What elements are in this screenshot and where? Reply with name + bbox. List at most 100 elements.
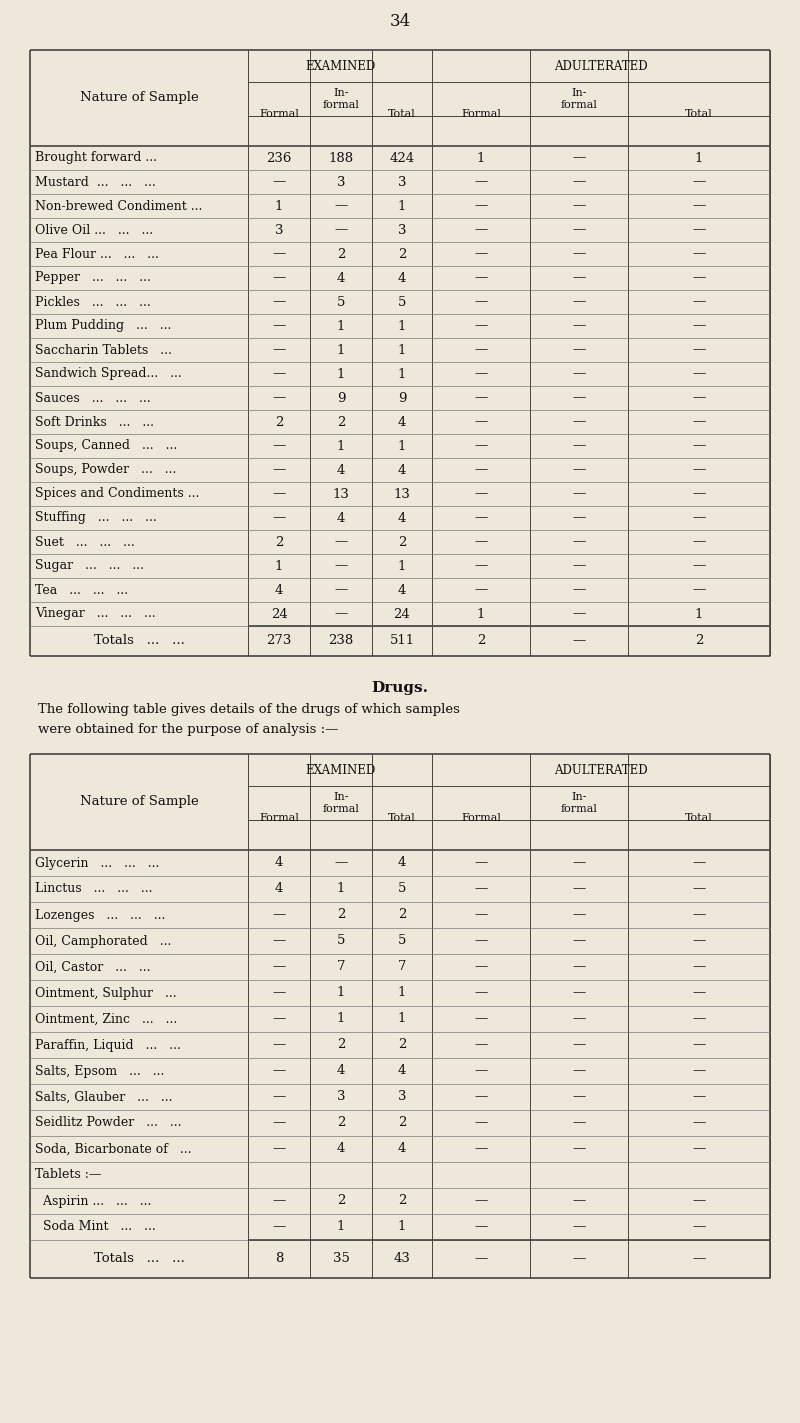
Text: —: — <box>692 1090 706 1103</box>
Text: —: — <box>572 199 586 212</box>
Text: —: — <box>572 296 586 309</box>
Text: 13: 13 <box>394 488 410 501</box>
Text: —: — <box>692 935 706 948</box>
Text: —: — <box>272 1117 286 1130</box>
Text: Ointment, Sulphur   ...: Ointment, Sulphur ... <box>35 986 177 999</box>
Text: 2: 2 <box>337 1039 345 1052</box>
Text: —: — <box>692 416 706 428</box>
Text: 2: 2 <box>337 416 345 428</box>
Text: —: — <box>692 343 706 357</box>
Text: Olive Oil ...   ...   ...: Olive Oil ... ... ... <box>35 223 153 236</box>
Text: 1: 1 <box>398 440 406 453</box>
Text: Vinegar   ...   ...   ...: Vinegar ... ... ... <box>35 608 156 620</box>
Text: 4: 4 <box>398 416 406 428</box>
Text: —: — <box>572 223 586 236</box>
Text: —: — <box>692 986 706 999</box>
Text: Total: Total <box>388 813 416 822</box>
Text: —: — <box>272 343 286 357</box>
Text: 2: 2 <box>398 1194 406 1208</box>
Text: Total: Total <box>685 813 713 822</box>
Text: —: — <box>692 535 706 548</box>
Text: —: — <box>572 416 586 428</box>
Text: Tablets :—: Tablets :— <box>35 1168 102 1181</box>
Text: In-
formal: In- formal <box>322 793 359 814</box>
Text: 2: 2 <box>337 908 345 922</box>
Text: —: — <box>692 248 706 260</box>
Text: Aspirin ...   ...   ...: Aspirin ... ... ... <box>35 1194 151 1208</box>
Text: —: — <box>692 391 706 404</box>
Text: 1: 1 <box>275 199 283 212</box>
Text: 1: 1 <box>477 151 485 165</box>
Text: 24: 24 <box>270 608 287 620</box>
Text: 4: 4 <box>398 1143 406 1155</box>
Text: —: — <box>474 535 488 548</box>
Text: 2: 2 <box>477 635 485 647</box>
Text: 511: 511 <box>390 635 414 647</box>
Text: 5: 5 <box>337 935 345 948</box>
Text: 424: 424 <box>390 151 414 165</box>
Text: —: — <box>474 986 488 999</box>
Text: —: — <box>334 583 348 596</box>
Text: 5: 5 <box>398 296 406 309</box>
Text: —: — <box>272 391 286 404</box>
Text: 9: 9 <box>398 391 406 404</box>
Text: In-
formal: In- formal <box>561 793 598 814</box>
Text: 1: 1 <box>337 882 345 895</box>
Text: —: — <box>272 440 286 453</box>
Text: In-
formal: In- formal <box>322 88 359 110</box>
Text: —: — <box>474 272 488 285</box>
Text: 1: 1 <box>337 367 345 380</box>
Text: —: — <box>334 559 348 572</box>
Text: —: — <box>272 1013 286 1026</box>
Text: —: — <box>572 248 586 260</box>
Text: —: — <box>474 223 488 236</box>
Text: —: — <box>474 367 488 380</box>
Text: 1: 1 <box>398 320 406 333</box>
Text: —: — <box>692 320 706 333</box>
Text: —: — <box>692 583 706 596</box>
Text: Drugs.: Drugs. <box>371 682 429 694</box>
Text: 2: 2 <box>275 416 283 428</box>
Text: Lozenges   ...   ...   ...: Lozenges ... ... ... <box>35 908 166 922</box>
Text: —: — <box>572 391 586 404</box>
Text: 2: 2 <box>398 1117 406 1130</box>
Text: Soups, Powder   ...   ...: Soups, Powder ... ... <box>35 464 176 477</box>
Text: —: — <box>272 908 286 922</box>
Text: 4: 4 <box>398 464 406 477</box>
Text: Soda Mint   ...   ...: Soda Mint ... ... <box>35 1221 156 1234</box>
Text: Sandwich Spread...   ...: Sandwich Spread... ... <box>35 367 182 380</box>
Text: 1: 1 <box>398 986 406 999</box>
Text: —: — <box>572 272 586 285</box>
Text: —: — <box>692 440 706 453</box>
Text: 236: 236 <box>266 151 292 165</box>
Text: —: — <box>474 391 488 404</box>
Text: 2: 2 <box>398 1039 406 1052</box>
Text: 1: 1 <box>398 1013 406 1026</box>
Text: —: — <box>474 908 488 922</box>
Text: —: — <box>572 635 586 647</box>
Text: 1: 1 <box>337 1221 345 1234</box>
Text: —: — <box>272 296 286 309</box>
Text: —: — <box>692 882 706 895</box>
Text: Pea Flour ...   ...   ...: Pea Flour ... ... ... <box>35 248 159 260</box>
Text: 1: 1 <box>275 559 283 572</box>
Text: —: — <box>572 608 586 620</box>
Text: —: — <box>572 882 586 895</box>
Text: Linctus   ...   ...   ...: Linctus ... ... ... <box>35 882 153 895</box>
Text: —: — <box>334 857 348 869</box>
Text: —: — <box>692 223 706 236</box>
Text: —: — <box>572 935 586 948</box>
Text: Seidlitz Powder   ...   ...: Seidlitz Powder ... ... <box>35 1117 182 1130</box>
Text: Totals   ...   ...: Totals ... ... <box>94 635 185 647</box>
Text: 1: 1 <box>695 608 703 620</box>
Text: 1: 1 <box>337 343 345 357</box>
Text: —: — <box>572 908 586 922</box>
Text: —: — <box>572 583 586 596</box>
Text: —: — <box>272 1143 286 1155</box>
Text: —: — <box>272 986 286 999</box>
Text: —: — <box>692 908 706 922</box>
Text: —: — <box>272 320 286 333</box>
Text: 2: 2 <box>398 248 406 260</box>
Text: Oil, Camphorated   ...: Oil, Camphorated ... <box>35 935 171 948</box>
Text: 1: 1 <box>398 1221 406 1234</box>
